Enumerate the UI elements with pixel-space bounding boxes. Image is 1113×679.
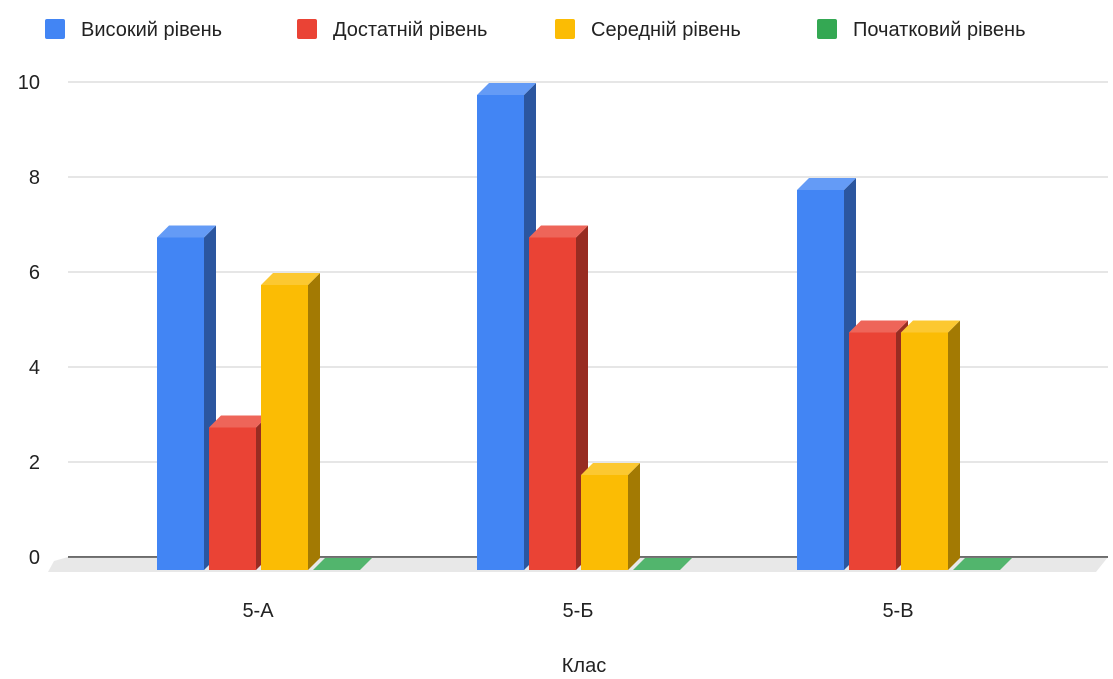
bar-top [209, 415, 268, 428]
y-tick-label: 6 [29, 262, 40, 284]
bar-front [209, 427, 256, 570]
bar [529, 225, 588, 570]
bar-front [849, 332, 896, 570]
bar [849, 320, 908, 570]
legend-swatch [45, 19, 65, 39]
bars [157, 83, 1012, 570]
y-tick-label: 4 [29, 357, 40, 379]
bar-front [581, 475, 628, 570]
y-axis-ticks: 0 2 4 6 8 10 [18, 72, 40, 569]
bar-front [901, 332, 948, 570]
bar-top [529, 225, 588, 238]
bar [157, 225, 216, 570]
bar-top [313, 558, 372, 570]
bar [261, 273, 320, 570]
y-tick-label: 8 [29, 167, 40, 189]
bar [313, 558, 372, 570]
bar [477, 83, 536, 570]
legend-label: Високий рівень [81, 19, 222, 41]
x-category-label: 5-Б [563, 600, 594, 622]
bar-side [628, 463, 640, 570]
x-axis-label: Клас [562, 655, 606, 677]
legend-swatch [555, 19, 575, 39]
x-axis-categories: 5-А 5-Б 5-В [242, 600, 913, 622]
bar-side [948, 320, 960, 570]
bar-front [157, 237, 204, 570]
legend-swatch [297, 19, 317, 39]
bar-top [157, 225, 216, 238]
bar-side [308, 273, 320, 570]
bar-top [953, 558, 1012, 570]
x-category-label: 5-А [242, 600, 274, 622]
bar-top [797, 178, 856, 190]
y-tick-label: 2 [29, 452, 40, 474]
bar-top [261, 273, 320, 285]
x-category-label: 5-В [882, 600, 913, 622]
y-tick-label: 0 [29, 547, 40, 569]
bar-top [901, 320, 960, 333]
legend: Високий рівень Достатній рівень Середній р… [45, 19, 1026, 41]
bar-top [849, 320, 908, 333]
y-tick-label: 10 [18, 72, 40, 94]
bar-front [477, 95, 524, 570]
bar [797, 178, 856, 570]
bar-front [797, 190, 844, 570]
bar-front [529, 237, 576, 570]
bar [953, 558, 1012, 570]
legend-item[interactable]: Достатній рівень [297, 19, 487, 41]
bar-top [477, 83, 536, 95]
bar [581, 463, 640, 570]
bar [209, 415, 268, 570]
legend-item[interactable]: Високий рівень [45, 19, 222, 41]
legend-item[interactable]: Середній рівень [555, 19, 741, 41]
bar-front [261, 285, 308, 570]
bar [633, 558, 692, 570]
legend-label: Достатній рівень [333, 19, 487, 41]
bar [901, 320, 960, 570]
legend-item[interactable]: Початковий рівень [817, 19, 1026, 41]
legend-label: Середній рівень [591, 19, 741, 41]
bar-top [633, 558, 692, 570]
legend-label: Початковий рівень [853, 19, 1026, 41]
bar-top [581, 463, 640, 475]
legend-swatch [817, 19, 837, 39]
